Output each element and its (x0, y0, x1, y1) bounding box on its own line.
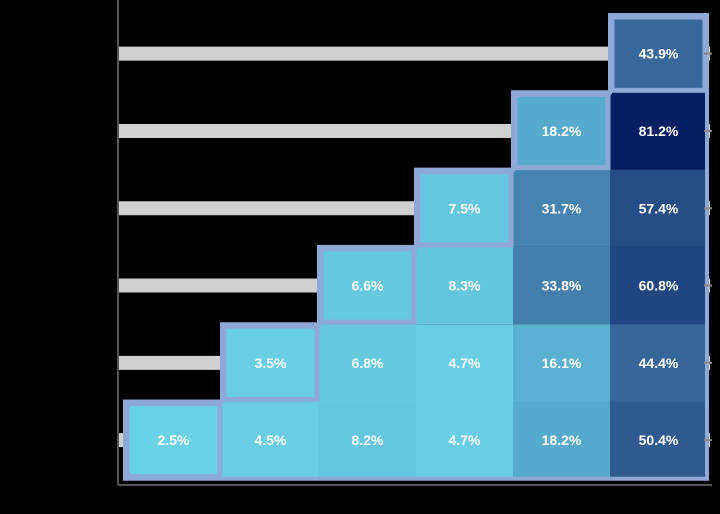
heatmap-cell-rect (610, 401, 707, 479)
heatmap-cell-rect (416, 169, 513, 247)
heatmap-cell-rect (513, 169, 610, 247)
heatmap-cell: 6.6% (319, 246, 416, 325)
heatmap-cell-label: 57.4% (639, 200, 679, 216)
heatmap-cell-label: 18.2% (542, 123, 582, 139)
heatmap-cell-rect (610, 246, 707, 325)
heatmap-cell-label: 50.4% (639, 432, 679, 448)
heatmap-cell-rect (416, 401, 513, 479)
heatmap-cell: 50.4% (610, 401, 707, 479)
heatmap-cell: 8.2% (319, 401, 416, 479)
heatmap-cell: 57.4% (610, 169, 707, 247)
heatmap-cell-rect (610, 92, 707, 170)
heatmap-cell-label: 43.9% (639, 46, 679, 62)
heatmap-cell-label: 60.8% (639, 278, 679, 294)
axis-layer (117, 0, 712, 486)
heatmap-cell-label: 4.7% (449, 355, 481, 371)
heatmap-cell-label: 44.4% (639, 355, 679, 371)
heatmap-cell-label: 6.6% (352, 278, 384, 294)
heatmap-cell-label: 4.7% (449, 432, 481, 448)
heatmap-cell-rect (513, 92, 610, 170)
heatmap-cell: 18.2% (513, 401, 610, 479)
heatmap-cell: 8.3% (416, 246, 513, 325)
heatmap-cell: 43.9% (610, 15, 707, 93)
heatmap-cell-rect (222, 324, 319, 402)
heatmap-cell-label: 3.5% (255, 355, 287, 371)
heatmap-cell-label: 2.5% (158, 432, 190, 448)
heatmap-cell-rect (610, 15, 707, 93)
heatmap-cell: 3.5% (222, 324, 319, 402)
heatmap-cell-label: 31.7% (542, 200, 582, 216)
heatmap-cell-label: 7.5% (449, 200, 481, 216)
heatmap-cell: 81.2% (610, 92, 707, 170)
heatmap-cell: 4.7% (416, 324, 513, 402)
outline-layer (123, 13, 709, 481)
heatmap-cell-rect (513, 246, 610, 325)
heatmap-cell-label: 81.2% (639, 123, 679, 139)
heatmap-cell-rect (319, 246, 416, 325)
heatmap-cell-rect (610, 324, 707, 402)
heatmap-cell-rect (319, 401, 416, 479)
heatmap-cell: 16.1% (513, 324, 610, 402)
heatmap-cell-rect (222, 401, 319, 479)
heatmap-cell-label: 8.2% (352, 432, 384, 448)
heatmap-cell: 4.7% (416, 401, 513, 479)
tick-layer (704, 52, 712, 442)
heatmap-cell-label: 8.3% (449, 278, 481, 294)
heatmap-cell: 4.5% (222, 401, 319, 479)
cell-layer: 43.9% 18.2% 81.2% 7.5% 31.7% 57.4% 6.6% 8.3% 33.… (125, 15, 707, 479)
heatmap-cell-label: 4.5% (255, 432, 287, 448)
heatmap-cell: 33.8% (513, 246, 610, 325)
heatmap-cell: 18.2% (513, 92, 610, 170)
heatmap-cell: 31.7% (513, 169, 610, 247)
heatmap-cell-rect (610, 169, 707, 247)
heatmap-cell-rect (513, 401, 610, 479)
heatmap-cell-label: 33.8% (542, 278, 582, 294)
heatmap-cell: 7.5% (416, 169, 513, 247)
heatmap-cell-rect (319, 324, 416, 402)
heatmap-cell: 6.8% (319, 324, 416, 402)
heatmap-cell: 60.8% (610, 246, 707, 325)
heatmap-cell: 44.4% (610, 324, 707, 402)
triangle-frame (123, 13, 709, 481)
heatmap-cell: 2.5% (125, 401, 222, 479)
heatmap-cell-label: 18.2% (542, 432, 582, 448)
heatmap-cell-label: 16.1% (542, 355, 582, 371)
heatmap-cell-rect (513, 324, 610, 402)
heatmap-cell-label: 6.8% (352, 355, 384, 371)
heatmap-cell-rect (125, 401, 222, 479)
heatmap-cell-rect (416, 246, 513, 325)
heatmap-cell-rect (416, 324, 513, 402)
